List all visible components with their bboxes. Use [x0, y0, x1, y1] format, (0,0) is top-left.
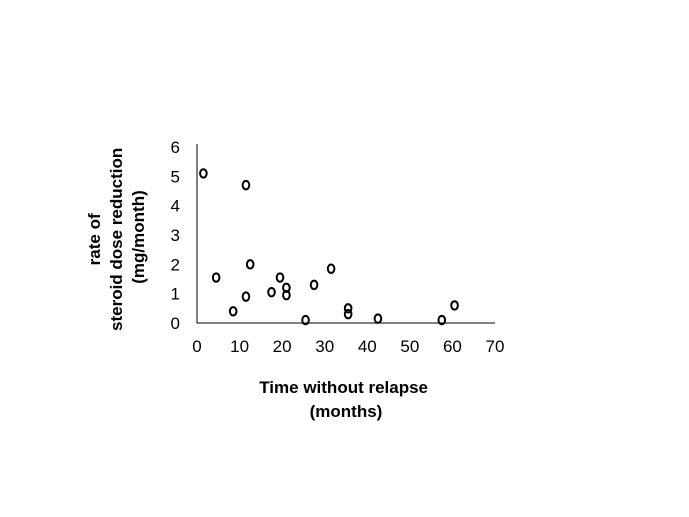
- x-tick-label: 50: [400, 337, 419, 356]
- x-tick-label: 0: [192, 337, 201, 356]
- x-tick-label: 30: [315, 337, 334, 356]
- data-point: [282, 289, 291, 301]
- data-point: [326, 263, 336, 274]
- y-tick-label: 2: [171, 255, 180, 274]
- x-axis-title: Time without relapse (months): [259, 378, 433, 421]
- y-axis-title-line-3: (mg/month): [129, 190, 148, 283]
- x-axis-title-line-1: Time without relapse: [259, 378, 428, 397]
- data-point: [450, 300, 459, 311]
- data-points: [199, 168, 459, 326]
- data-point: [241, 179, 251, 191]
- y-tick-label: 6: [171, 138, 180, 157]
- y-tick-labels: 0 1 2 3 4 5 6: [171, 138, 180, 333]
- data-point: [373, 313, 383, 324]
- x-tick-label: 40: [358, 337, 377, 356]
- data-point: [245, 259, 255, 270]
- y-axis-title-line-2: steroid dose reduction: [107, 148, 126, 331]
- plot-area: 0 1 2 3 4 5 6 0 10 20 30 40 50 60 70: [171, 138, 505, 356]
- y-tick-label: 1: [171, 285, 180, 304]
- data-point: [437, 314, 447, 326]
- data-point: [343, 303, 353, 314]
- x-tick-label: 20: [273, 337, 292, 356]
- y-axis-title-line-1: rate of: [85, 213, 104, 265]
- y-tick-label: 3: [171, 226, 180, 245]
- data-point: [228, 306, 238, 317]
- y-tick-label: 0: [171, 314, 180, 333]
- data-point: [199, 168, 208, 179]
- data-point: [343, 309, 353, 320]
- data-point: [241, 291, 251, 302]
- x-tick-labels: 0 10 20 30 40 50 60 70: [192, 337, 504, 356]
- data-point: [275, 272, 285, 283]
- data-point: [282, 282, 291, 293]
- y-tick-label: 5: [171, 167, 180, 186]
- y-axis-title: rate of steroid dose reduction (mg/month…: [85, 143, 148, 331]
- x-tick-label: 70: [486, 337, 505, 356]
- data-point: [267, 287, 276, 298]
- data-point: [301, 314, 310, 326]
- x-axis-title-line-2: (months): [310, 402, 383, 421]
- x-tick-label: 60: [443, 337, 462, 356]
- data-point: [211, 272, 221, 283]
- y-tick-label: 4: [171, 197, 180, 216]
- x-tick-label: 10: [230, 337, 249, 356]
- data-point: [309, 279, 319, 291]
